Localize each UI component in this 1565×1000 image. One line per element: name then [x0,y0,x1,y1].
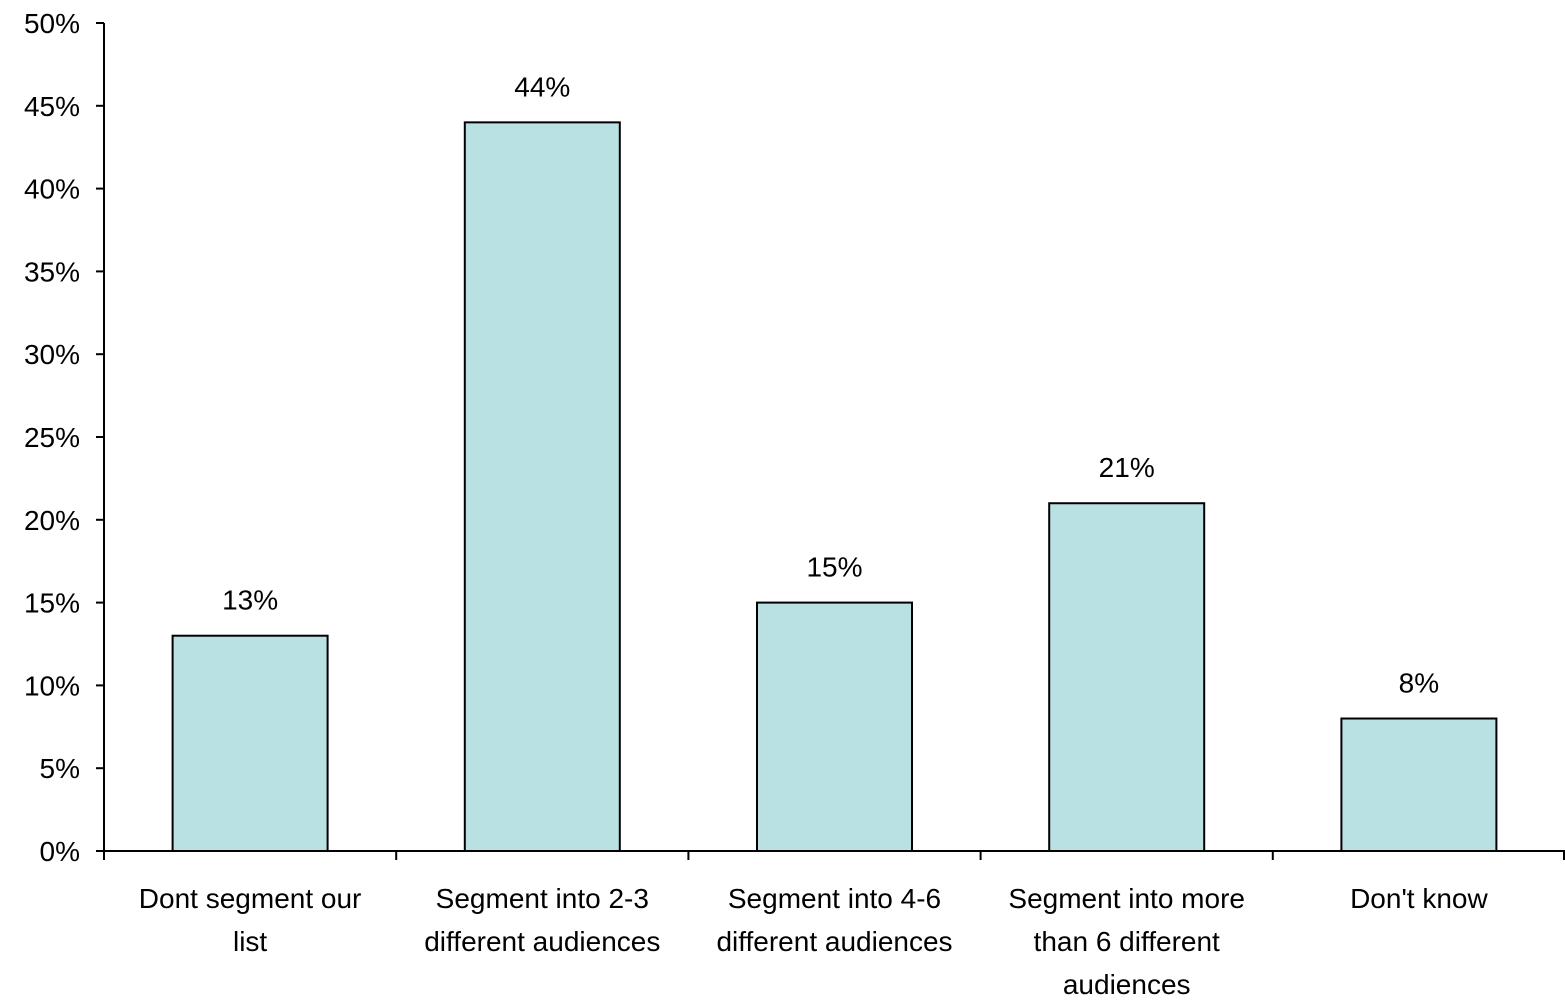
y-tick-label: 0% [40,836,80,867]
y-axis: 0% 5% 10% 15% 20% 25% 30% 35% 40% 45% 50% [24,8,105,867]
y-tick-label: 50% [24,8,80,39]
bar [1340,717,1498,853]
y-tick-label: 30% [24,339,80,370]
category-label-line: different audiences [424,926,660,957]
y-tick-label: 20% [24,505,80,536]
category-label: Segment into more than 6 different audienc… [1008,883,1245,1000]
category-label: Dont segment our list [139,883,362,957]
category-label-line: Segment into 4-6 [728,883,941,914]
category-label: Segment into 4-6 different audiences [716,883,952,957]
category-label-line: Dont segment our [139,883,362,914]
y-tick-label: 45% [24,91,80,122]
data-label: 15% [806,552,862,583]
data-labels: 13% 44% 15% 21% 8% [222,71,1439,698]
category-label-line: Segment into more [1008,883,1245,914]
bar [756,601,913,852]
bar [171,634,329,852]
category-label-line: audiences [1063,969,1191,1000]
category-label-line: list [233,926,267,957]
data-label: 21% [1099,452,1155,483]
x-axis [103,850,1565,860]
data-label: 44% [514,71,570,102]
y-tick-label: 15% [24,588,80,619]
category-label: Segment into 2-3 different audiences [424,883,660,957]
data-label: 13% [222,585,278,616]
y-tick-label: 5% [40,753,80,784]
y-tick-label: 10% [24,670,80,701]
data-label: 8% [1399,668,1439,699]
y-tick-label: 25% [24,422,80,453]
category-label-line: Don't know [1350,883,1488,914]
category-label-line: Segment into 2-3 [436,883,649,914]
category-label-line: different audiences [716,926,952,957]
bars [171,121,1498,853]
bar [463,121,621,853]
y-tick-label: 35% [24,256,80,287]
category-labels: Dont segment our list Segment into 2-3 diff… [139,883,1489,1000]
bar [1048,502,1206,852]
y-tick-label: 40% [24,174,80,205]
category-label: Don't know [1350,883,1488,914]
category-label-line: than 6 different [1034,926,1221,957]
